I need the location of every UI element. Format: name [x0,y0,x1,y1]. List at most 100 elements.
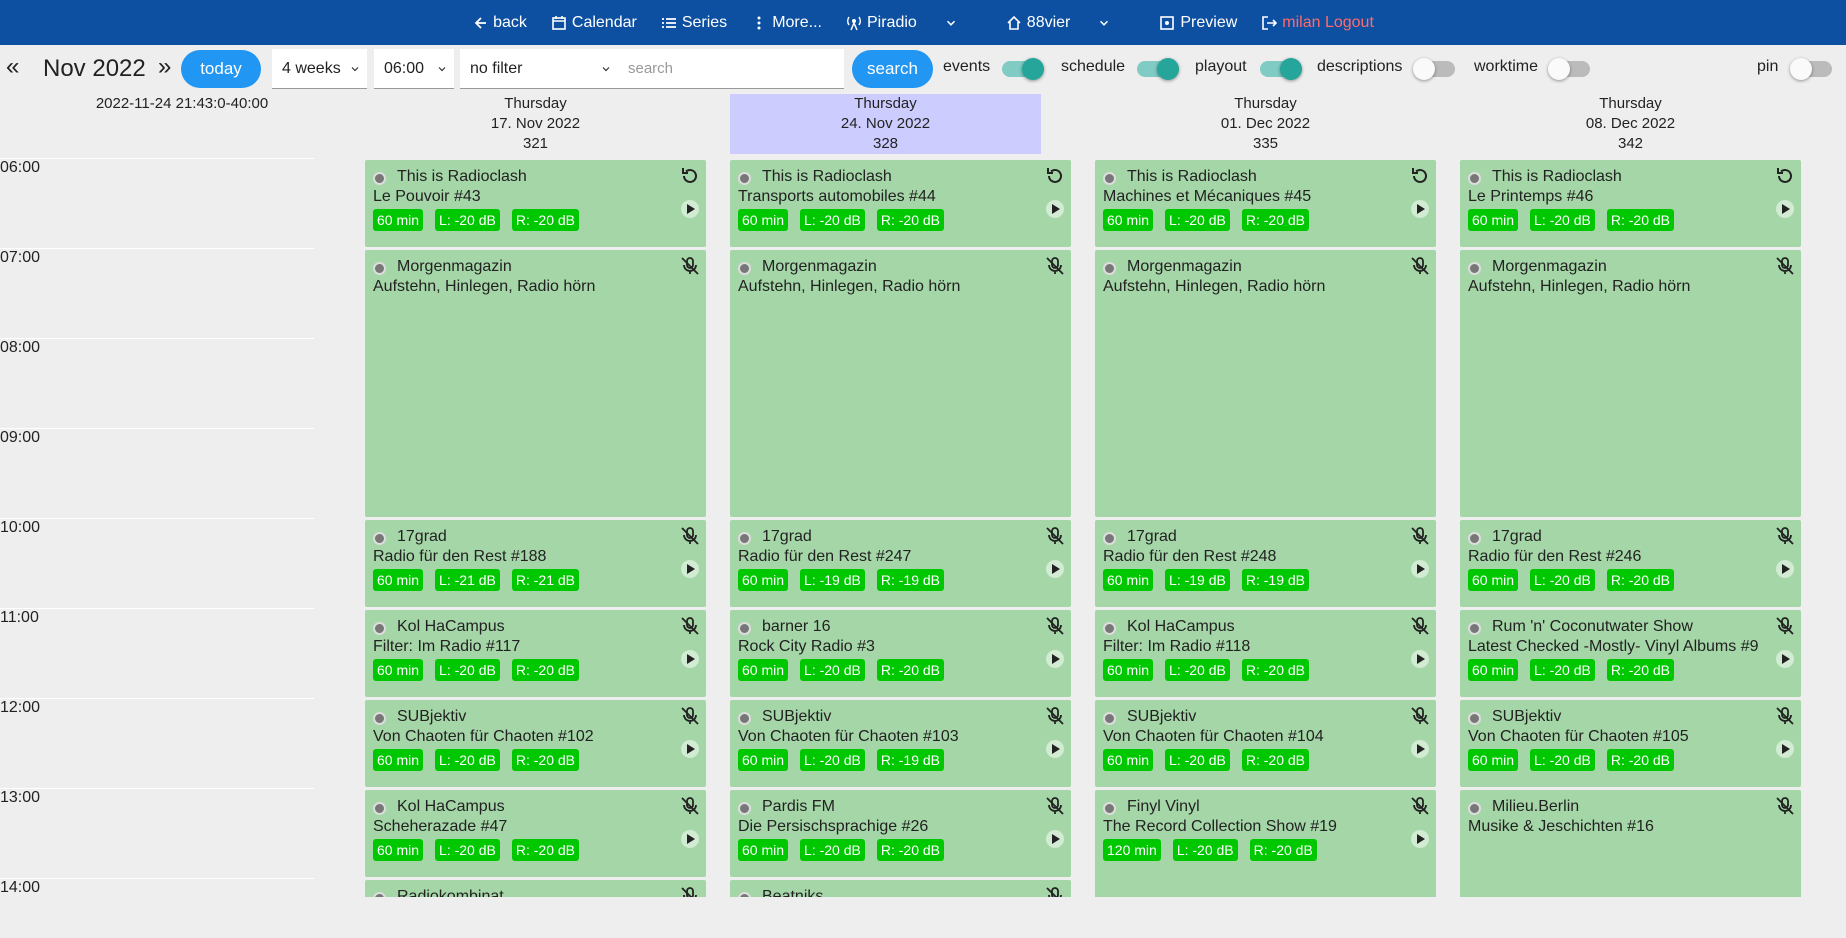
mute-icon[interactable] [1774,525,1796,552]
play-button[interactable] [1409,648,1431,675]
play-button[interactable] [1409,558,1431,585]
mute-icon[interactable] [679,885,701,897]
nav-item[interactable]: milan Logout [1261,14,1374,32]
play-button[interactable] [679,198,701,225]
select-value: no filter [470,59,523,77]
event-card[interactable]: SUBjektiv Von Chaoten für Chaoten #103 60 … [730,700,1071,787]
day-weekday: Thursday [1599,95,1662,112]
event-card[interactable]: This is Radioclash Le Printemps #46 60 min… [1460,160,1801,247]
mute-icon[interactable] [1409,525,1431,552]
event-card[interactable]: Kol HaCampus Scheherazade #47 60 min L: -20… [365,790,706,877]
toggle[interactable] [1260,58,1302,80]
play-button[interactable] [679,828,701,855]
play-button[interactable] [1044,558,1066,585]
event-card[interactable]: SUBjektiv Von Chaoten für Chaoten #105 60 … [1460,700,1801,787]
search-button[interactable]: search [852,50,933,88]
play-button[interactable] [1044,198,1066,225]
toggle[interactable] [1790,58,1832,80]
event-card[interactable]: SUBjektiv Von Chaoten für Chaoten #104 60 … [1095,700,1436,787]
nav-item[interactable]: 88vier [1006,14,1112,32]
event-card[interactable]: Rum 'n' Coconutwater Show Latest Checked … [1460,610,1801,697]
mute-icon[interactable] [1774,795,1796,822]
nav-label: back [493,13,527,31]
mute-icon[interactable] [1774,255,1796,282]
nav-item[interactable]: More... [751,14,822,32]
nav-item[interactable]: Preview [1159,14,1237,32]
event-card[interactable]: Morgenmagazin Aufstehn, Hinlegen, Radio h… [365,250,706,517]
play-button[interactable] [1409,738,1431,765]
mute-icon[interactable] [679,255,701,282]
mute-icon[interactable] [1409,615,1431,642]
event-card[interactable]: Beatniks [730,880,1071,897]
select-time[interactable]: 06:00 [374,49,454,89]
event-card[interactable]: Finyl Vinyl The Record Collection Show #1… [1095,790,1436,897]
mute-icon[interactable] [1409,795,1431,822]
event-card[interactable]: Radiokombinat [365,880,706,897]
event-card[interactable]: 17grad Radio für den Rest #188 60 min L: -2… [365,520,706,607]
event-card[interactable]: Morgenmagazin Aufstehn, Hinlegen, Radio h… [1095,250,1436,517]
play-button[interactable] [1044,738,1066,765]
play-button[interactable] [679,738,701,765]
mute-icon[interactable] [1044,795,1066,822]
event-card[interactable]: Pardis FM Die Persischsprachige #26 60 min… [730,790,1071,877]
event-card[interactable]: Morgenmagazin Aufstehn, Hinlegen, Radio h… [1460,250,1801,517]
toggle[interactable] [1137,58,1179,80]
mute-icon[interactable] [1774,705,1796,732]
search-input[interactable]: search [618,49,844,89]
nav-item[interactable]: back [472,14,527,32]
play-button[interactable] [1044,828,1066,855]
nav-item[interactable]: Series [661,14,727,32]
mute-icon[interactable] [1044,255,1066,282]
event-card[interactable]: Kol HaCampus Filter: Im Radio #117 60 min L… [365,610,706,697]
toggle[interactable] [1548,58,1590,80]
rerun-icon[interactable] [1774,165,1796,192]
play-button[interactable] [1409,828,1431,855]
event-card[interactable]: Milieu.Berlin Musike & Jeschichten #16 [1460,790,1801,897]
event-card[interactable]: This is Radioclash Machines et Mécaniques… [1095,160,1436,247]
select-range[interactable]: 4 weeks [272,49,367,89]
event-card[interactable]: This is Radioclash Transports automobiles… [730,160,1071,247]
nav-label: More... [772,13,822,31]
event-card[interactable]: SUBjektiv Von Chaoten für Chaoten #102 60 … [365,700,706,787]
event-card[interactable]: 17grad Radio für den Rest #247 60 min L: -1… [730,520,1071,607]
play-button[interactable] [679,648,701,675]
mute-icon[interactable] [679,615,701,642]
event-card[interactable]: Morgenmagazin Aufstehn, Hinlegen, Radio h… [730,250,1071,517]
rerun-icon[interactable] [1409,165,1431,192]
rerun-icon[interactable] [679,165,701,192]
event-card[interactable]: 17grad Radio für den Rest #248 60 min L: -1… [1095,520,1436,607]
series-name: Rum 'n' Coconutwater Show [1492,618,1693,635]
mute-icon[interactable] [679,795,701,822]
next-button[interactable]: » [158,53,172,80]
nav-item[interactable]: Piradio [846,14,958,32]
event-card[interactable]: Kol HaCampus Filter: Im Radio #118 60 min L… [1095,610,1436,697]
mute-icon[interactable] [1044,525,1066,552]
play-button[interactable] [1774,558,1796,585]
play-button[interactable] [1774,738,1796,765]
today-button[interactable]: today [181,50,261,88]
mute-icon[interactable] [1044,615,1066,642]
event-card[interactable]: This is Radioclash Le Pouvoir #43 60 min L:… [365,160,706,247]
play-button[interactable] [1409,198,1431,225]
mute-icon[interactable] [679,705,701,732]
event-card[interactable]: 17grad Radio für den Rest #246 60 min L: -2… [1460,520,1801,607]
toggle[interactable] [1002,58,1044,80]
play-button[interactable] [1774,648,1796,675]
mute-icon[interactable] [1044,885,1066,897]
event-card[interactable]: barner 16 Rock City Radio #3 60 min L: -20 … [730,610,1071,697]
toggle-knob [1157,58,1179,80]
play-button[interactable] [1774,198,1796,225]
mute-icon[interactable] [1044,705,1066,732]
rerun-icon[interactable] [1044,165,1066,192]
prev-button[interactable]: « [6,53,20,80]
play-button[interactable] [679,558,701,585]
toggle[interactable] [1413,58,1455,80]
mute-icon[interactable] [679,525,701,552]
mute-icon[interactable] [1409,255,1431,282]
timestamp: 2022-11-24 21:43:0-40:00 [95,95,269,112]
select-filter[interactable]: no filter [460,49,618,89]
mute-icon[interactable] [1409,705,1431,732]
play-button[interactable] [1044,648,1066,675]
nav-item[interactable]: Calendar [551,14,637,32]
mute-icon[interactable] [1774,615,1796,642]
